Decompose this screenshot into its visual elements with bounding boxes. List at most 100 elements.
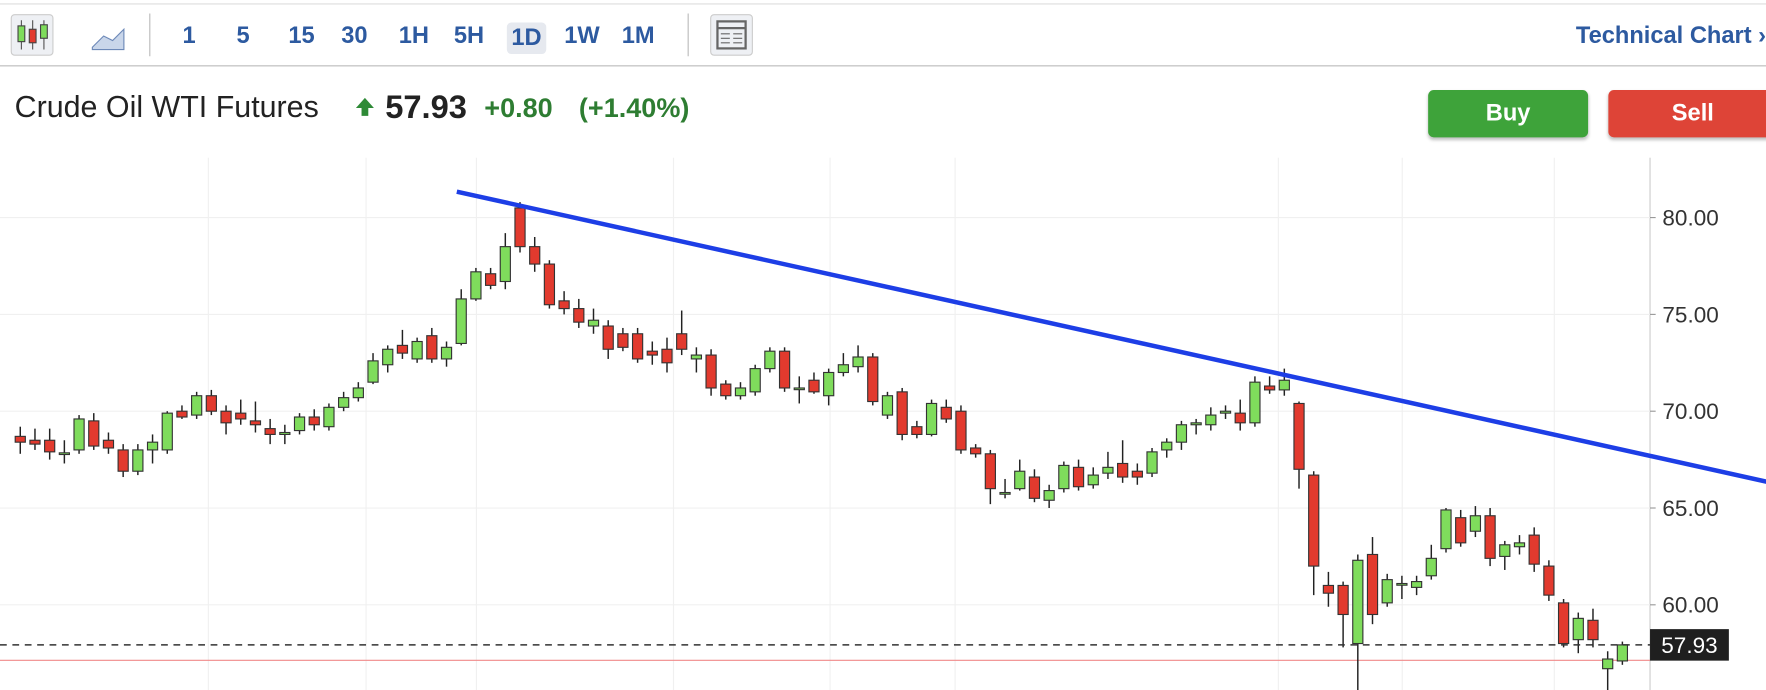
toolbar: 1 5 15 30 1H 5H 1D 1W 1M Technical Chart ›: [0, 3, 1766, 67]
candle-body: [1602, 658, 1614, 670]
candle-body: [1337, 584, 1349, 616]
candle-body: [514, 207, 526, 248]
candle-body: [1484, 515, 1496, 559]
candle-body: [1425, 557, 1437, 577]
candle-body: [440, 346, 453, 360]
up-arrow: [355, 97, 374, 116]
interval-button[interactable]: 15: [288, 22, 315, 49]
candle-body: [117, 449, 129, 472]
candle-body: [58, 452, 70, 456]
candle-body: [881, 395, 894, 416]
candle-body: [132, 449, 144, 472]
candle-body: [352, 387, 364, 399]
interval-button[interactable]: 30: [341, 22, 368, 49]
candle-body: [984, 453, 996, 490]
candle-body: [1072, 466, 1085, 488]
candle-body: [293, 416, 306, 432]
trendline: [456, 189, 1766, 484]
line-icon[interactable]: [91, 27, 125, 51]
candle-body: [1366, 553, 1379, 616]
candle-body: [1234, 412, 1246, 424]
candle-body: [1396, 582, 1408, 586]
candle-body: [1117, 462, 1129, 478]
toolbar-icons: [10, 13, 753, 57]
candle-body: [1410, 581, 1423, 588]
candle-body: [705, 354, 717, 389]
interval-button[interactable]: 1W: [564, 22, 600, 49]
candle-body: [1513, 542, 1526, 548]
interval-button[interactable]: 1D: [506, 22, 547, 55]
candle-body: [676, 333, 688, 350]
candle-body: [940, 406, 952, 420]
candle-body: [1190, 422, 1202, 426]
y-tick-label: 65.00: [1662, 496, 1718, 521]
layout-icon[interactable]: [710, 14, 753, 56]
candle-body: [1322, 584, 1335, 594]
candle-body: [661, 348, 673, 364]
candle-body: [1219, 410, 1232, 414]
candle-body: [205, 395, 217, 412]
candle-body: [793, 387, 805, 391]
interval-button[interactable]: 5H: [453, 22, 485, 49]
candle-body: [529, 246, 541, 265]
candle-body: [1249, 381, 1261, 424]
candle-body: [279, 431, 291, 435]
candle-body: [235, 412, 247, 420]
candle-body: [102, 439, 115, 449]
candle-body: [426, 335, 438, 360]
candle-body: [999, 491, 1011, 495]
candle-body: [646, 350, 658, 356]
candle-body: [484, 273, 497, 286]
interval-button[interactable]: 5: [236, 22, 250, 49]
candle-body: [896, 391, 908, 435]
candle-body: [1616, 644, 1629, 662]
candle-body: [778, 350, 791, 389]
candle-body: [367, 360, 379, 383]
candle-body: [455, 298, 467, 345]
candle-body: [911, 426, 923, 435]
candle-body: [573, 308, 585, 323]
price: 57.93: [385, 90, 467, 127]
candle-body: [734, 387, 747, 397]
candle-body: [617, 333, 629, 348]
candle-body: [1161, 441, 1173, 451]
candle-body: [1469, 515, 1482, 532]
candle-body: [1352, 559, 1364, 645]
candle-body: [1587, 619, 1599, 641]
interval-button[interactable]: 1: [182, 22, 196, 49]
candle-body: [1440, 509, 1452, 550]
candle-body: [249, 420, 262, 426]
interval-button[interactable]: 1H: [398, 22, 429, 49]
candle-body: [470, 271, 482, 300]
candle-body: [970, 447, 982, 455]
candle-body: [1205, 414, 1217, 426]
candle-body: [323, 406, 335, 428]
candle-body: [264, 428, 276, 435]
candle-body: [749, 368, 761, 393]
candle-body: [1146, 451, 1158, 474]
chart: 60.00 65.00 70.00 75.00 80.00 57.93: [0, 157, 1766, 690]
candle-body: [1131, 470, 1143, 478]
candle-body: [1043, 490, 1055, 501]
y-tick-label: 75.00: [1662, 302, 1718, 327]
candle-body: [764, 350, 776, 370]
candle-body: [1087, 474, 1099, 486]
candle-body: [1528, 534, 1540, 565]
candle-body: [1102, 466, 1114, 474]
candle-body: [823, 371, 835, 397]
candle-body: [631, 333, 644, 360]
candle-body: [1572, 617, 1584, 641]
time-grid: [207, 157, 1555, 690]
candle-body: [14, 435, 26, 443]
candle-body: [867, 356, 879, 403]
candle-body: [44, 439, 56, 453]
candle-body: [1028, 476, 1041, 499]
interval-button[interactable]: 1M: [621, 22, 655, 49]
sell-button[interactable]: Sell: [1608, 90, 1766, 138]
candle-body: [1308, 474, 1320, 567]
candle-body: [499, 246, 511, 283]
candle-body: [220, 410, 232, 424]
technical-chart-link[interactable]: Technical Chart ›: [1575, 22, 1766, 49]
buy-button[interactable]: Buy: [1428, 90, 1589, 138]
instrument-name: Crude Oil WTI Futures: [14, 90, 319, 124]
